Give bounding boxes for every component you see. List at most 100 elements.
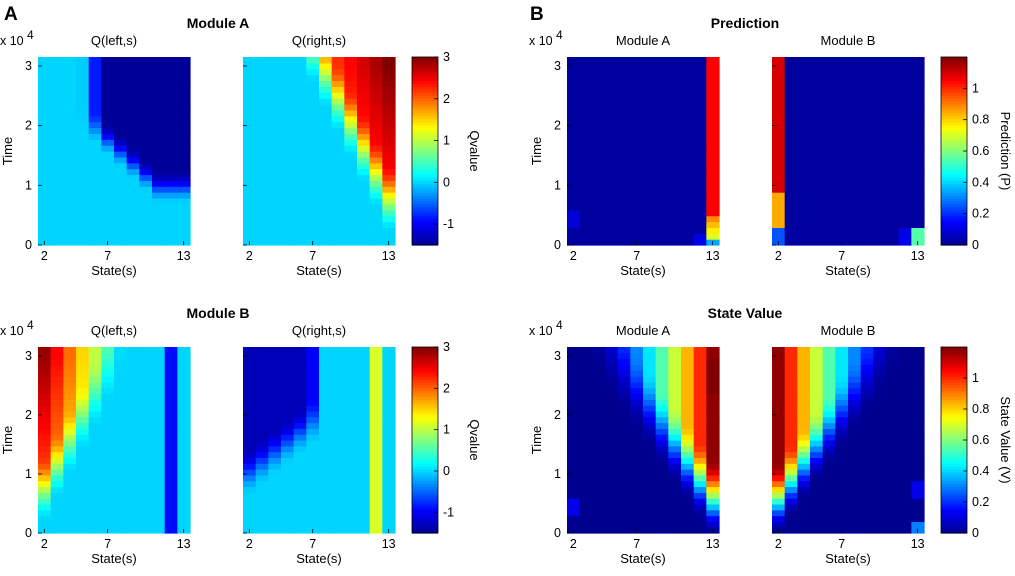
heatmap-cell [630,370,644,377]
heatmap-cell [369,74,383,82]
heatmap-cell [293,215,307,223]
heatmap-cell [772,358,786,366]
heatmap-cell [152,492,166,499]
heatmap-cell [369,358,383,366]
heatmap-cell [617,399,631,406]
heatmap-cell [152,410,166,418]
colorbar-segment [412,62,438,67]
heatmap-cell [152,80,166,87]
heatmap-cell [357,370,371,377]
heatmap-cell [152,186,166,193]
heatmap-cell [50,503,64,511]
heatmap-cell [114,162,128,170]
y-tick-label: 2 [25,408,32,422]
heatmap-cell [38,74,52,82]
heatmap-cell [76,162,90,170]
heatmap-cell [243,480,257,488]
heatmap-cell [88,192,102,199]
module-b-title: Module B [187,305,250,321]
heatmap-cell [643,80,657,87]
heatmap-cell [567,109,581,117]
colorbar-segment [941,419,967,424]
heatmap-cell [101,480,115,488]
heatmap-cell [76,98,90,105]
heatmap-cell [357,86,371,93]
heatmap-cell [152,115,166,123]
heatmap-cell [567,151,581,158]
colorbar-segment [412,498,438,502]
heatmap-cell [630,174,644,181]
heatmap-cell [76,151,90,158]
heatmap-cell [579,486,593,493]
heatmap-cell [382,457,396,464]
heatmap-cell [797,168,811,176]
heatmap-cell [848,121,862,129]
heatmap-cell [848,347,862,354]
heatmap-cell [281,186,295,193]
heatmap-cell [592,405,606,412]
heatmap-cell [293,463,307,470]
heatmap-cell [784,486,798,493]
heatmap-cell [331,451,345,459]
heatmap-cell [88,503,102,511]
heatmap-cell [810,198,824,205]
heatmap-cell [681,451,695,459]
colorbar-segment [941,242,967,246]
heatmap-cell [860,239,874,246]
heatmap-cell [797,98,811,105]
heatmap-cell [617,133,631,140]
heatmap-cell [306,109,320,117]
colorbar-segment [941,460,967,464]
heatmap-cell [255,422,269,429]
heatmap-cell [177,469,191,476]
heatmap-cell [617,347,631,354]
heatmap-cell [243,503,257,511]
heatmap-cell [655,445,669,453]
colorbar-segment [941,171,967,176]
heatmap-cell [139,480,153,488]
heatmap-cell [281,358,295,366]
heatmap-cell [101,469,115,476]
heatmap-cell [592,376,606,383]
heatmap-cell [592,121,606,129]
heatmap-cell [319,410,333,418]
heatmap-cell [331,376,345,383]
heatmap-cell [281,74,295,82]
heatmap-cell [164,62,178,70]
panel-label-a: A [4,4,18,25]
heatmap-cell [268,474,282,482]
heatmap-cell [567,347,581,354]
heatmap-cell [164,209,178,217]
heatmap-cell [382,174,396,181]
heatmap-cell [784,139,798,146]
colorbar-segment [412,466,438,470]
heatmap-cell [126,68,140,76]
heatmap-cell [886,486,900,493]
prediction-right-y-ticks [772,65,776,246]
heatmap-cell [605,480,619,488]
heatmap-cell [643,86,657,93]
heatmap-cell [369,509,383,517]
heatmap-cell [797,145,811,152]
heatmap-cell [911,416,925,424]
heatmap-cell [268,399,282,406]
heatmap-cell [567,174,581,181]
heatmap-cell [50,457,64,464]
heatmap-cell [114,469,128,476]
heatmap-cell [177,74,191,82]
y-tick-label: 0 [25,238,32,252]
x-tick-label: 13 [382,537,396,551]
heatmap-cell [605,203,619,211]
heatmap-cell [88,469,102,476]
heatmap-cell [810,381,824,389]
heatmap-cell [319,133,333,140]
colorbar-tick-label: 1 [972,371,979,385]
heatmap-cell [643,174,657,181]
heatmap-cell [860,364,874,371]
heatmap-cell [306,370,320,377]
heatmap-cell [617,457,631,464]
heatmap-cell [784,440,798,447]
colorbar-segment [941,68,967,73]
heatmap-cell [76,486,90,493]
heatmap-cell [797,57,811,64]
